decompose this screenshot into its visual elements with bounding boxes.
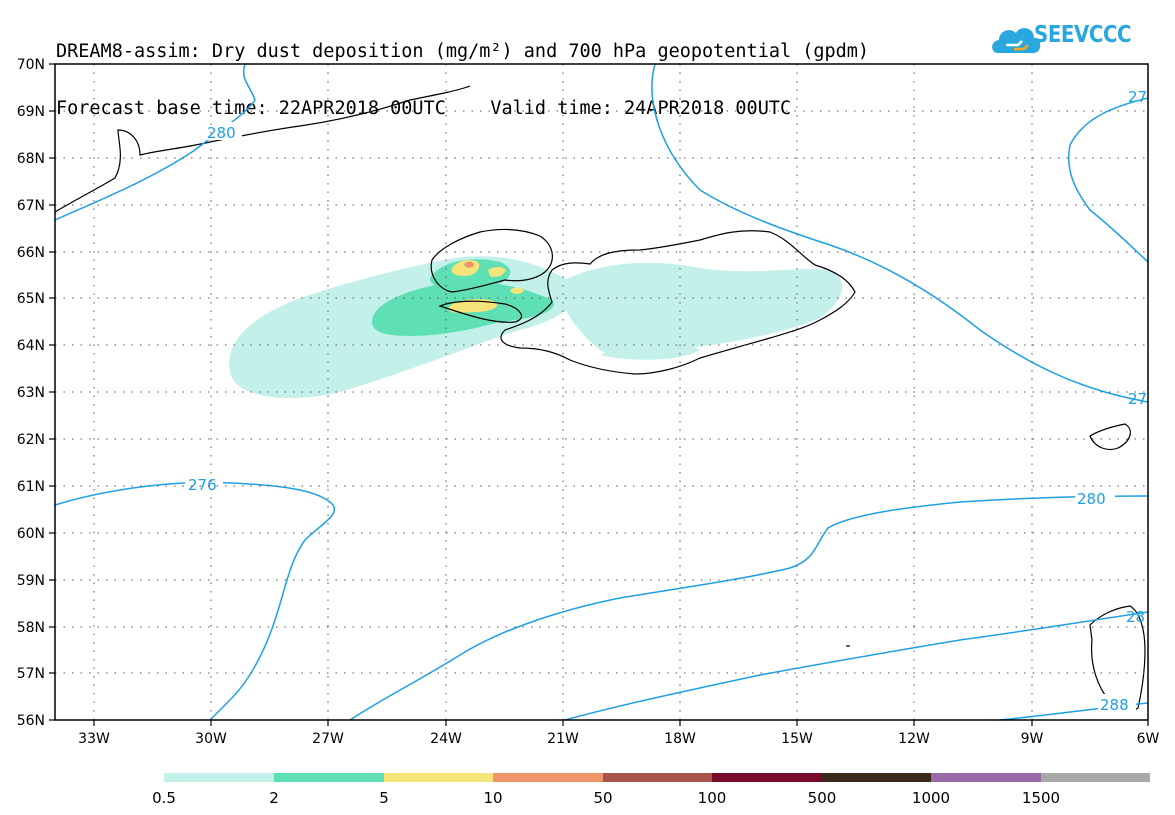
greenland-coast bbox=[54, 85, 471, 213]
lon-label: 21W bbox=[547, 731, 579, 747]
lat-label: 57N bbox=[17, 666, 45, 682]
legend-swatch-2 bbox=[384, 773, 493, 782]
lat-label: 67N bbox=[17, 198, 45, 214]
lat-label: 59N bbox=[17, 573, 45, 589]
contour-276 bbox=[54, 481, 336, 721]
lon-label: 12W bbox=[898, 731, 930, 747]
lon-label: 15W bbox=[781, 731, 813, 747]
logo-text: SEEVCCC bbox=[1034, 22, 1132, 48]
graticule bbox=[55, 64, 1148, 720]
dust-deposition-shading bbox=[229, 256, 843, 399]
lon-label: 30W bbox=[195, 731, 227, 747]
scotland-coast bbox=[1089, 605, 1146, 711]
cloud-icon bbox=[992, 28, 1041, 53]
legend-swatch-4 bbox=[603, 773, 712, 782]
westfjords-coast bbox=[430, 228, 553, 293]
lat-label: 56N bbox=[17, 713, 45, 729]
lat-label: 58N bbox=[17, 620, 45, 636]
legend-label: 500 bbox=[808, 789, 837, 807]
dust-area-5-d bbox=[510, 287, 524, 294]
legend-label: 2 bbox=[269, 789, 279, 807]
map-title: DREAM8-assim: Dry dust deposition (mg/m²… bbox=[56, 4, 869, 137]
lat-label: 64N bbox=[17, 338, 45, 354]
contour-label-28: 28 bbox=[1126, 608, 1145, 626]
lat-label: 68N bbox=[17, 151, 45, 167]
axis-ticks bbox=[49, 63, 1149, 726]
lat-label: 62N bbox=[17, 432, 45, 448]
contour-label-280-south: 280 bbox=[1077, 490, 1106, 508]
contour-280-north bbox=[54, 63, 256, 221]
legend-swatch-3 bbox=[493, 773, 603, 782]
legend-swatch-5 bbox=[712, 773, 822, 782]
contour-label-276: 276 bbox=[188, 476, 217, 494]
lat-label: 70N bbox=[17, 57, 45, 73]
latitude-labels: 70N 69N 68N 67N 66N 65N 64N 63N 62N 61N … bbox=[17, 57, 45, 729]
contour-label-27-north: 27 bbox=[1128, 88, 1147, 106]
lat-label: 61N bbox=[17, 479, 45, 495]
lon-label: 18W bbox=[664, 731, 696, 747]
legend-label: 10 bbox=[483, 789, 502, 807]
lon-label: 27W bbox=[312, 731, 344, 747]
title-line-1: DREAM8-assim: Dry dust deposition (mg/m²… bbox=[56, 41, 870, 62]
color-legend: 0.5 2 5 10 50 100 500 1000 1500 bbox=[152, 773, 1150, 807]
legend-label: 1500 bbox=[1022, 789, 1060, 807]
lon-label: 33W bbox=[78, 731, 110, 747]
legend-swatch-1 bbox=[274, 773, 384, 782]
dust-area-5-c bbox=[488, 267, 506, 277]
lon-label: 6W bbox=[1137, 731, 1160, 747]
title-line-2: Forecast base time: 22APR2018 00UTC Vali… bbox=[56, 98, 792, 119]
contour-east-loop bbox=[1068, 97, 1149, 263]
geopotential-contours bbox=[54, 63, 1149, 721]
dust-area-0-5-south bbox=[600, 343, 700, 360]
contour-labels: 280 276 280 27 27 288 28 bbox=[185, 88, 1147, 714]
dust-area-0-5-interior bbox=[559, 262, 843, 355]
legend-label: 1000 bbox=[912, 789, 950, 807]
legend-swatch-7 bbox=[931, 773, 1041, 782]
snaefellsnes-coast bbox=[438, 300, 523, 323]
contour-280-south bbox=[349, 495, 1149, 721]
contour-label-288: 288 bbox=[1100, 696, 1129, 714]
lat-label: 69N bbox=[17, 104, 45, 120]
iceland-coast bbox=[500, 230, 856, 375]
lat-label: 60N bbox=[17, 526, 45, 542]
dust-area-5-a bbox=[448, 299, 498, 313]
legend-swatch-6 bbox=[822, 773, 931, 782]
contour-label-27-east: 27 bbox=[1128, 390, 1147, 408]
lat-label: 65N bbox=[17, 291, 45, 307]
legend-label: 50 bbox=[593, 789, 612, 807]
legend-swatch-8 bbox=[1041, 773, 1150, 782]
map-frame bbox=[54, 63, 1149, 721]
contour-label-280-north: 280 bbox=[207, 124, 236, 142]
lat-label: 66N bbox=[17, 245, 45, 261]
legend-swatch-0 bbox=[164, 773, 274, 782]
lon-label: 24W bbox=[430, 731, 462, 747]
lat-label: 63N bbox=[17, 385, 45, 401]
lon-label: 9W bbox=[1021, 731, 1044, 747]
contour-284 bbox=[564, 611, 1149, 721]
legend-label: 100 bbox=[698, 789, 727, 807]
longitude-labels: 33W 30W 27W 24W 21W 18W 15W 12W 9W 6W bbox=[78, 731, 1159, 747]
legend-label: 0.5 bbox=[152, 789, 176, 807]
contour-east-upper bbox=[651, 63, 1149, 403]
dust-area-10 bbox=[464, 261, 474, 268]
legend-label: 5 bbox=[379, 789, 389, 807]
faroe-coast bbox=[1089, 423, 1131, 451]
coastlines bbox=[54, 85, 1146, 711]
